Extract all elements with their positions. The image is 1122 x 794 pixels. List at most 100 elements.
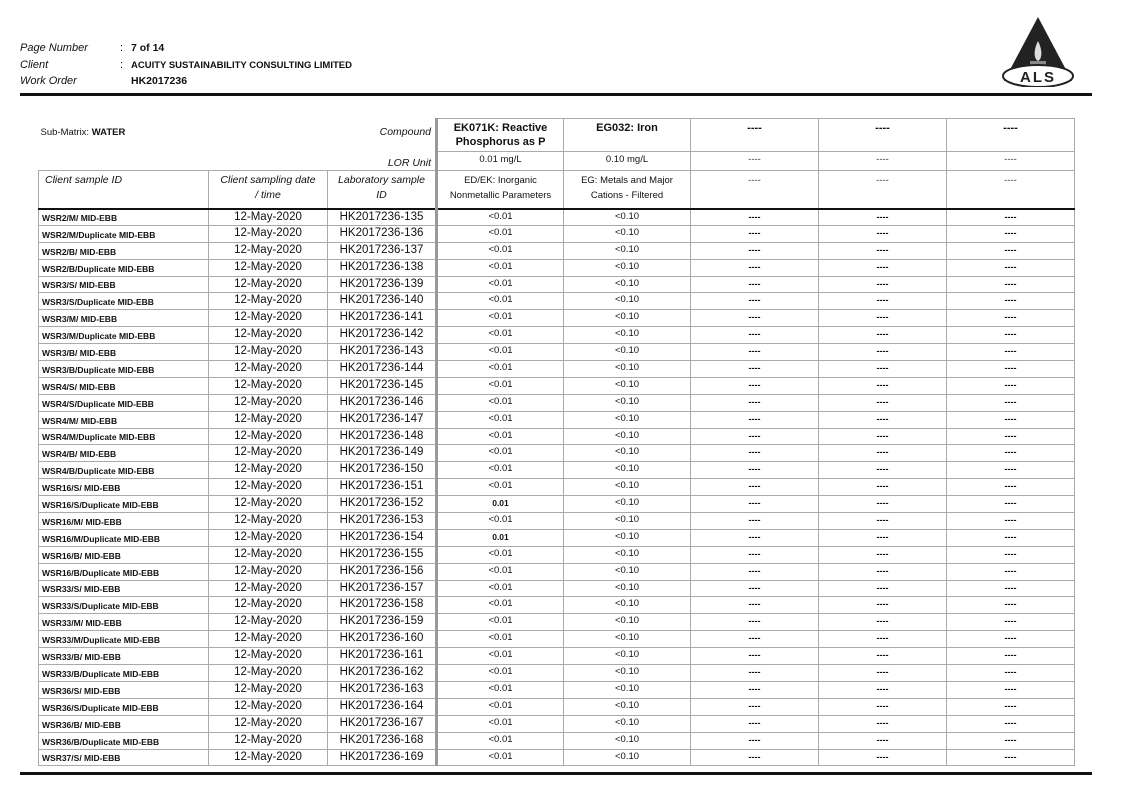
lab-sample-id: HK2017236-144 <box>327 360 437 378</box>
table-row: WSR3/M/Duplicate MID-EBB 12-May-2020 HK201… <box>38 326 1075 345</box>
lab-sample-id: HK2017236-138 <box>327 258 437 277</box>
table-row: WSR2/B/ MID-EBB 12-May-2020 HK2017236-137 <… <box>38 241 1075 260</box>
empty-value: ---- <box>946 613 1075 632</box>
empty-value: ---- <box>818 376 947 395</box>
lor-value: ---- <box>946 151 1075 171</box>
sampling-date: 12-May-2020 <box>208 393 328 412</box>
empty-value: ---- <box>818 461 947 480</box>
empty-value: ---- <box>946 495 1075 514</box>
iron-value: <0.10 <box>563 731 691 750</box>
empty-value: ---- <box>690 528 819 547</box>
sampling-date: 12-May-2020 <box>208 613 328 632</box>
sampling-date: 12-May-2020 <box>208 528 328 547</box>
sample-id: WSR16/B/ MID-EBB <box>38 545 209 564</box>
sampling-date: 12-May-2020 <box>208 208 328 226</box>
reactive-phosphorus-value: <0.01 <box>435 748 564 767</box>
empty-value: ---- <box>690 275 819 294</box>
lab-sample-id: HK2017236-157 <box>327 579 437 598</box>
empty-value: ---- <box>690 680 819 699</box>
empty-value: ---- <box>690 326 819 345</box>
sampling-date: 12-May-2020 <box>208 241 328 260</box>
client-name: ACUITY SUSTAINABILITY CONSULTING LIMITED <box>131 60 352 71</box>
empty-value: ---- <box>946 528 1075 547</box>
empty-value: ---- <box>946 410 1075 429</box>
lab-sample-id: HK2017236-143 <box>327 343 437 362</box>
compound-row: Sub-Matrix: WATER Compound EK071K: React… <box>39 118 1075 152</box>
sampling-date: 12-May-2020 <box>208 461 328 480</box>
sample-id: WSR4/B/ MID-EBB <box>38 444 209 463</box>
table-row: WSR4/S/ MID-EBB 12-May-2020 HK2017236-145 <… <box>38 376 1075 395</box>
lor-row: LOR Unit 0.01 mg/L 0.10 mg/L ---- ---- -… <box>39 151 1075 171</box>
reactive-phosphorus-value: <0.01 <box>435 714 564 733</box>
empty-value: ---- <box>946 478 1075 497</box>
sampling-date: 12-May-2020 <box>208 697 328 716</box>
iron-value: <0.10 <box>563 528 691 547</box>
empty-value: ---- <box>690 562 819 581</box>
reactive-phosphorus-value: <0.01 <box>435 664 564 682</box>
table-row: WSR2/B/Duplicate MID-EBB 12-May-2020 HK201… <box>38 258 1075 277</box>
sampling-date: 12-May-2020 <box>208 512 328 530</box>
sample-id: WSR33/M/Duplicate MID-EBB <box>38 630 209 649</box>
empty-value: ---- <box>818 410 947 429</box>
sample-id: WSR4/S/ MID-EBB <box>38 376 209 395</box>
empty-value: ---- <box>818 360 947 378</box>
reactive-phosphorus-value: <0.01 <box>435 376 564 395</box>
sample-id: WSR4/M/ MID-EBB <box>38 410 209 429</box>
sample-id: WSR36/B/Duplicate MID-EBB <box>38 731 209 750</box>
empty-value: ---- <box>818 393 947 412</box>
sample-id: WSR4/S/Duplicate MID-EBB <box>38 393 209 412</box>
table-row: WSR33/M/Duplicate MID-EBB 12-May-2020 HK20… <box>38 630 1075 649</box>
sample-id: WSR33/B/Duplicate MID-EBB <box>38 664 209 682</box>
lab-sample-id: HK2017236-140 <box>327 292 437 311</box>
iron-value: <0.10 <box>563 664 691 682</box>
iron-value: <0.10 <box>563 495 691 514</box>
sampling-date: 12-May-2020 <box>208 630 328 649</box>
empty-value: ---- <box>690 461 819 480</box>
empty-value: ---- <box>946 360 1075 378</box>
sampling-date: 12-May-2020 <box>208 495 328 514</box>
sample-id: WSR16/S/ MID-EBB <box>38 478 209 497</box>
sample-id: WSR2/M/Duplicate MID-EBB <box>38 224 209 243</box>
sampling-date: 12-May-2020 <box>208 562 328 581</box>
lab-sample-id: HK2017236-151 <box>327 478 437 497</box>
empty-value: ---- <box>946 427 1075 446</box>
reactive-phosphorus-value: <0.01 <box>435 208 564 226</box>
sample-id: WSR33/S/Duplicate MID-EBB <box>38 596 209 615</box>
sample-id: WSR36/S/Duplicate MID-EBB <box>38 697 209 716</box>
empty-value: ---- <box>690 613 819 632</box>
method-group: ---- <box>946 170 1075 210</box>
empty-value: ---- <box>946 731 1075 750</box>
iron-value: <0.10 <box>563 224 691 243</box>
empty-value: ---- <box>946 224 1075 243</box>
empty-value: ---- <box>690 410 819 429</box>
empty-value: ---- <box>818 478 947 497</box>
sampling-date: 12-May-2020 <box>208 444 328 463</box>
lab-sample-id: HK2017236-141 <box>327 309 437 328</box>
empty-value: ---- <box>690 292 819 311</box>
reactive-phosphorus-value: <0.01 <box>435 292 564 311</box>
sample-id: WSR16/M/Duplicate MID-EBB <box>38 528 209 547</box>
sampling-date: 12-May-2020 <box>208 410 328 429</box>
reactive-phosphorus-value: <0.01 <box>435 630 564 649</box>
empty-value: ---- <box>946 714 1075 733</box>
lab-sample-id: HK2017236-149 <box>327 444 437 463</box>
empty-value: ---- <box>818 545 947 564</box>
reactive-phosphorus-value: <0.01 <box>435 562 564 581</box>
empty-value: ---- <box>690 393 819 412</box>
empty-value: ---- <box>818 275 947 294</box>
reactive-phosphorus-value: <0.01 <box>435 258 564 277</box>
iron-value: <0.10 <box>563 241 691 260</box>
lab-sample-id: HK2017236-150 <box>327 461 437 480</box>
empty-value: ---- <box>690 647 819 666</box>
reactive-phosphorus-value: <0.01 <box>435 241 564 260</box>
lab-sample-id: HK2017236-154 <box>327 528 437 547</box>
lab-sample-id: HK2017236-163 <box>327 680 437 699</box>
iron-value: <0.10 <box>563 579 691 598</box>
empty-value: ---- <box>690 208 819 226</box>
iron-value: <0.10 <box>563 714 691 733</box>
lab-sample-id: HK2017236-137 <box>327 241 437 260</box>
table-row: WSR2/M/Duplicate MID-EBB 12-May-2020 HK201… <box>38 224 1075 243</box>
sampling-date: 12-May-2020 <box>208 714 328 733</box>
sampling-date: 12-May-2020 <box>208 343 328 362</box>
work-order-label: Work Order <box>20 75 77 87</box>
